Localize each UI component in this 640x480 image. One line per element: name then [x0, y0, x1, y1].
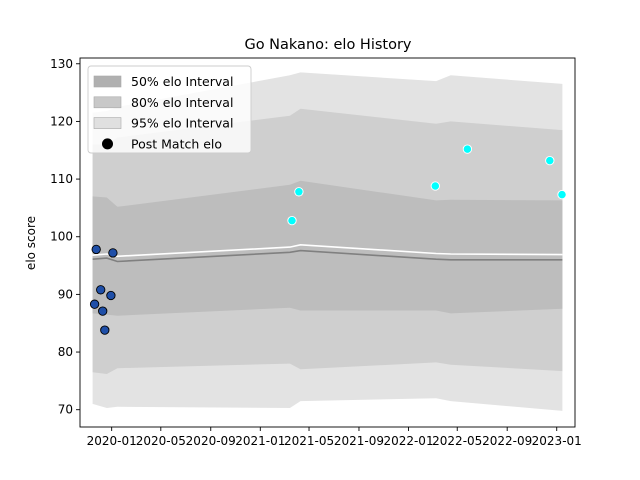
- x-tick-label-6: 2022-01: [383, 434, 433, 448]
- x-tick-label-0: 2020-01: [87, 434, 137, 448]
- x-tick-label-9: 2023-01: [532, 434, 582, 448]
- legend-label-0: 50% elo Interval: [131, 74, 233, 89]
- legend-swatch-1: [93, 96, 122, 109]
- legend-label-2: 95% elo Interval: [131, 116, 233, 131]
- legend-label-3: Post Match elo: [131, 136, 222, 151]
- legend-swatch-2: [93, 117, 122, 129]
- y-tick-label-130: 130: [50, 57, 73, 71]
- post-match-point-6: [108, 248, 118, 258]
- post-match-point-10: [462, 144, 473, 154]
- post-match-point-12: [557, 189, 567, 200]
- post-match-point-9: [430, 181, 440, 191]
- chart-title: Go Nakano: elo History: [244, 37, 411, 53]
- post-match-point-1: [91, 244, 101, 255]
- x-tick-label-2: 2020-09: [186, 434, 236, 448]
- x-tick-label-1: 2020-05: [136, 434, 186, 448]
- x-tick-label-5: 2021-09: [334, 434, 384, 448]
- y-tick-label-100: 100: [50, 230, 73, 244]
- y-tick-label-90: 90: [58, 287, 73, 301]
- post-match-point-7: [287, 215, 297, 226]
- plot-frame: [79, 57, 576, 428]
- post-match-point-2: [96, 285, 106, 295]
- post-match-point-0: [89, 299, 100, 309]
- interval-band-2: [92, 180, 563, 316]
- x-tick-label-7: 2022-05: [432, 434, 482, 448]
- legend-label-1: 80% elo Interval: [131, 95, 233, 110]
- legend-marker-3: [102, 138, 113, 150]
- x-tick-label-8: 2022-09: [482, 434, 532, 448]
- median-line: [92, 249, 563, 263]
- y-tick-label-70: 70: [58, 403, 73, 417]
- y-tick-label-120: 120: [50, 114, 73, 128]
- post-match-point-11: [545, 155, 555, 166]
- y-tick-label-110: 110: [50, 172, 73, 186]
- x-tick-label-3: 2021-01: [235, 434, 285, 448]
- post-match-point-3: [98, 306, 108, 316]
- x-tick-label-4: 2021-05: [284, 434, 334, 448]
- y-axis-label: elo score: [24, 216, 38, 270]
- post-match-point-8: [294, 187, 304, 197]
- post-match-point-5: [106, 290, 116, 301]
- legend: 50% elo Interval 80% elo Interval 95% elo …: [87, 65, 252, 154]
- y-tick-label-80: 80: [58, 345, 73, 359]
- post-match-point-4: [100, 325, 110, 335]
- plot-area: [89, 72, 567, 411]
- legend-box: [87, 65, 252, 154]
- legend-swatch-0: [93, 75, 122, 88]
